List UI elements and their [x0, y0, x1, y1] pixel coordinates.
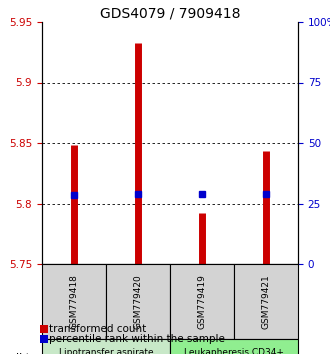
Bar: [170, 339, 298, 354]
Text: GSM779419: GSM779419: [197, 274, 207, 329]
Title: GDS4079 / 7909418: GDS4079 / 7909418: [100, 7, 240, 21]
Text: cell type: cell type: [3, 353, 51, 354]
Bar: [42, 339, 170, 354]
Text: transformed count: transformed count: [50, 324, 147, 334]
Text: Lipotransfer aspirate
CD34+ cells: Lipotransfer aspirate CD34+ cells: [59, 348, 153, 354]
Bar: [170, 264, 234, 339]
Bar: [42, 264, 106, 339]
Bar: [234, 264, 298, 339]
Text: GSM779421: GSM779421: [261, 274, 271, 329]
Text: GSM779420: GSM779420: [134, 274, 143, 329]
Text: percentile rank within the sample: percentile rank within the sample: [50, 334, 225, 344]
Bar: [106, 264, 170, 339]
Text: GSM779418: GSM779418: [70, 274, 79, 329]
Text: Leukapheresis CD34+
cells: Leukapheresis CD34+ cells: [184, 348, 284, 354]
